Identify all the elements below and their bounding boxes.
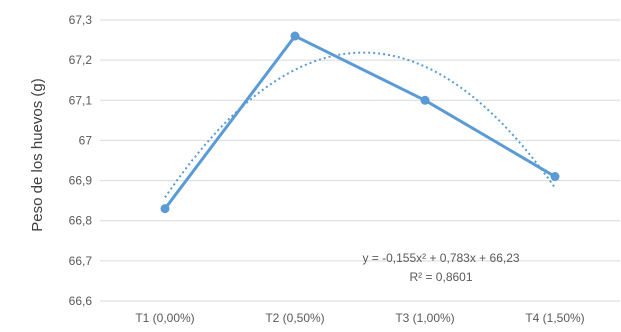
trendline-r-squared: R² = 0,8601	[409, 270, 472, 284]
trendline-equation: y = -0,155x² + 0,783x + 66,23	[362, 251, 519, 265]
x-tick-label: T3 (1,00%)	[395, 311, 454, 325]
y-tick-label: 67	[79, 133, 93, 147]
data-point	[550, 172, 560, 182]
trendline	[164, 51, 556, 199]
series-line	[163, 34, 556, 210]
x-tick-label: T4 (1,50%)	[525, 311, 584, 325]
y-axis-label: Peso de los huevos (g)	[29, 78, 46, 231]
data-markers	[160, 31, 560, 214]
x-tick-labels: T1 (0,00%) T2 (0,50%) T3 (1,00%) T4 (1,50%)	[135, 311, 584, 325]
gridlines	[100, 19, 620, 302]
y-tick-labels: 66,6 66,7 66,8 66,9 67 67,1 67,2 67,3	[69, 13, 93, 308]
y-tick-label: 67,3	[69, 13, 93, 27]
y-tick-label: 67,1	[69, 93, 93, 107]
y-tick-label: 66,8	[69, 214, 93, 228]
x-tick-label: T1 (0,00%)	[135, 311, 194, 325]
y-tick-label: 66,9	[69, 174, 93, 188]
data-point	[290, 31, 300, 41]
x-tick-label: T2 (0,50%)	[265, 311, 324, 325]
y-tick-label: 67,2	[69, 53, 93, 67]
y-tick-label: 66,6	[69, 294, 93, 308]
data-point	[420, 95, 430, 105]
y-tick-label: 66,7	[69, 254, 93, 268]
data-point	[160, 204, 170, 214]
